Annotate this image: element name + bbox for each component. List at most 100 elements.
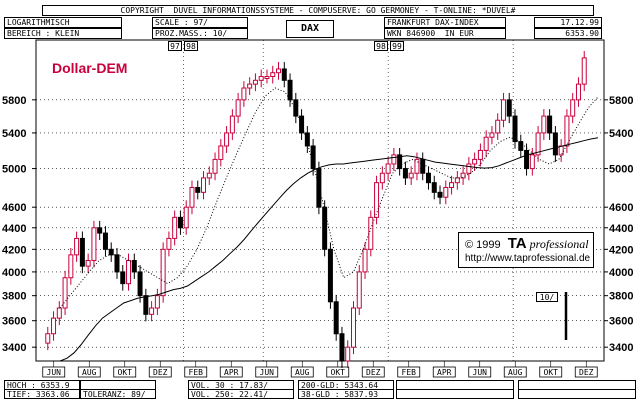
candle-down xyxy=(299,115,305,134)
x-tick-label: FEB xyxy=(189,368,204,377)
candle-up xyxy=(449,182,455,188)
candle-down xyxy=(310,145,316,170)
candle-up xyxy=(74,237,80,256)
candle-up xyxy=(535,132,541,156)
last-value-label: 6353.90 xyxy=(534,28,602,39)
x-tick-label: DEZ xyxy=(579,368,594,377)
candle-up xyxy=(581,57,587,85)
y-tick-label-right: 4200 xyxy=(609,244,633,256)
copyright-year: © 1999 xyxy=(465,239,501,251)
x-tick-label: JUN xyxy=(473,368,488,377)
y-tick-label-left: 4400 xyxy=(2,223,26,235)
candle-down xyxy=(420,158,426,174)
candle-up xyxy=(56,307,62,319)
year-marker-98b: 98 xyxy=(374,41,388,51)
candle-up xyxy=(241,87,247,101)
wkn-label: WKN 846900 IN EUR xyxy=(384,28,506,39)
candle-down xyxy=(402,168,408,179)
proz-mass-label: PROZ.MASS.: 10/ xyxy=(152,28,248,39)
index-name-label: FRANKFURT DAX-INDEX xyxy=(384,17,506,28)
candle-up xyxy=(368,216,374,250)
candle-down xyxy=(322,206,328,250)
footer-empty-2 xyxy=(396,389,514,399)
footer-vol250: VOL. 250: 22.41/ xyxy=(188,389,294,399)
y-tick-label-left: 3800 xyxy=(2,291,26,303)
candle-up xyxy=(408,172,414,179)
candle-down xyxy=(195,186,201,193)
candle-up xyxy=(529,154,535,170)
y-tick-label-right: 4400 xyxy=(609,223,633,235)
x-tick-label: OKT xyxy=(118,368,133,377)
candle-up xyxy=(575,83,581,101)
plot-frame xyxy=(35,39,605,362)
footer-38gld: 38-GLD : 5837.93 xyxy=(298,389,394,399)
candle-up xyxy=(477,149,483,160)
candle-up xyxy=(201,177,207,193)
candle-down xyxy=(114,254,120,273)
y-tick-label-left: 4600 xyxy=(2,202,26,214)
candle-up xyxy=(206,172,212,179)
candle-down xyxy=(552,132,558,156)
y-tick-label-right: 5400 xyxy=(609,128,633,140)
candle-up xyxy=(247,83,253,89)
candle-down xyxy=(131,259,137,273)
candle-up xyxy=(85,259,91,267)
chart-title: DAX xyxy=(286,20,334,38)
candle-down xyxy=(79,237,85,267)
candle-up xyxy=(212,158,218,174)
candle-down xyxy=(339,333,345,362)
x-tick-label: JUN xyxy=(260,368,275,377)
ta-url: http://www.taprofessional.de xyxy=(465,253,591,264)
candle-up xyxy=(252,79,258,85)
candle-up xyxy=(414,158,420,174)
year-marker-98a: 98 xyxy=(184,41,198,51)
y-tick-label-left: 3600 xyxy=(2,316,26,328)
scale-type-label: LOGARITHMISCH xyxy=(4,17,122,28)
candle-down xyxy=(437,191,443,198)
candle-up xyxy=(483,136,489,151)
footer-empty-4 xyxy=(518,389,636,399)
candle-down xyxy=(108,248,114,256)
ta-professional-box: © 1999 TA professional http://www.taprof… xyxy=(458,232,594,268)
y-tick-label-left: 5800 xyxy=(2,95,26,107)
dollar-dem-label: Dollar-DEM xyxy=(52,60,128,76)
candle-up xyxy=(166,237,172,250)
candle-up xyxy=(454,177,460,184)
x-tick-label: AUG xyxy=(82,368,97,377)
candle-up xyxy=(189,186,195,208)
candle-up xyxy=(276,68,282,74)
candle-up xyxy=(350,307,356,348)
candle-up xyxy=(45,333,51,344)
candle-down xyxy=(281,68,287,81)
candle-up xyxy=(154,295,160,309)
footer-tief: TIEF: 3363.06 xyxy=(4,389,80,399)
x-tick-label: APR xyxy=(437,368,452,377)
candle-down xyxy=(177,216,183,229)
candle-up xyxy=(183,206,189,229)
candle-up xyxy=(218,145,224,160)
candle-up xyxy=(270,72,276,77)
footer-toleranz: TOLERANZ: 89/ xyxy=(80,389,156,399)
candle-down xyxy=(425,172,431,184)
candle-down xyxy=(293,99,299,117)
candle-up xyxy=(160,248,166,297)
footer-blank xyxy=(80,380,156,390)
x-tick-label: FEB xyxy=(402,368,417,377)
y-tick-label-right: 5000 xyxy=(609,164,633,176)
candle-up xyxy=(224,132,230,147)
x-tick-label: OKT xyxy=(544,368,559,377)
candle-down xyxy=(524,149,530,170)
candle-down xyxy=(397,154,403,170)
candle-up xyxy=(172,216,178,239)
series-200-gld xyxy=(59,137,599,362)
candle-down xyxy=(316,168,322,208)
x-tick-label: APR xyxy=(224,368,239,377)
year-marker-99: 99 xyxy=(390,41,404,51)
candle-up xyxy=(443,186,449,198)
candle-up xyxy=(345,346,351,362)
candle-down xyxy=(287,79,293,101)
candle-down xyxy=(506,99,512,117)
candle-up xyxy=(91,227,97,261)
candle-down xyxy=(97,227,103,234)
